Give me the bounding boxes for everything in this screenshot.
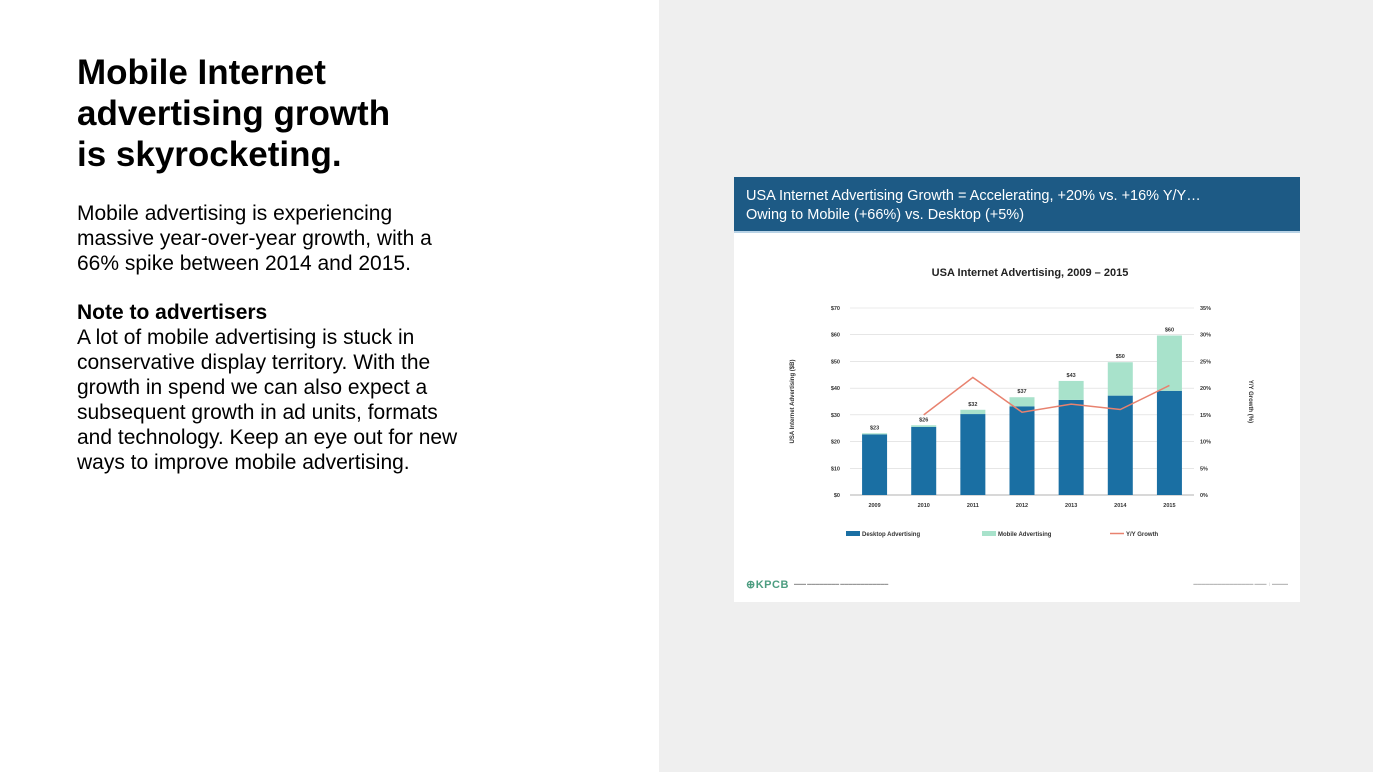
bar-total-label: $32 xyxy=(968,402,977,408)
x-tick-label: 2009 xyxy=(868,503,880,509)
header-rule xyxy=(734,231,1300,233)
intro-paragraph: Mobile advertising is experiencing massi… xyxy=(77,201,547,276)
y-tick-label: $40 xyxy=(831,386,840,392)
x-tick-label: 2015 xyxy=(1163,503,1175,509)
y2-tick-label: 5% xyxy=(1200,466,1208,472)
page-title: Mobile Internet advertising growth is sk… xyxy=(77,52,557,175)
bar-desktop xyxy=(960,414,986,495)
y-axis-label: USA Internet Advertising ($B) xyxy=(790,360,796,444)
intro-line: Mobile advertising is experiencing xyxy=(77,202,393,225)
x-tick-label: 2010 xyxy=(918,503,930,509)
bar-mobile xyxy=(911,425,937,427)
y2-axis-label: Y/Y Growth (%) xyxy=(1247,380,1253,423)
note-line: and technology. Keep an eye out for new xyxy=(77,426,458,449)
note-line: A lot of mobile advertising is stuck in xyxy=(77,326,415,349)
y2-tick-label: 30% xyxy=(1200,333,1211,339)
bar-total-label: $23 xyxy=(870,425,879,431)
x-tick-label: 2011 xyxy=(967,503,979,509)
note-line: ways to improve mobile advertising. xyxy=(77,451,410,474)
bar-total-label: $37 xyxy=(1017,389,1026,395)
source-note: ▬▬▬ ▬▬▬▬▬▬▬▬ ▬▬▬▬▬▬▬▬▬▬▬▬ xyxy=(794,581,889,586)
intro-line: massive year-over-year growth, with a xyxy=(77,227,432,250)
bar-desktop xyxy=(1107,395,1133,495)
bar-total-label: $50 xyxy=(1116,354,1125,360)
advertiser-note: Note to advertisers A lot of mobile adve… xyxy=(77,300,547,475)
bar-desktop xyxy=(1156,390,1182,495)
text-panel: Mobile Internet advertising growth is sk… xyxy=(0,0,659,772)
bar-desktop xyxy=(911,426,937,495)
note-line: subsequent growth in ad units, formats xyxy=(77,401,438,424)
note-line: growth in spend we can also expect a xyxy=(77,376,428,399)
note-heading: Note to advertisers xyxy=(77,301,268,324)
bar-mobile xyxy=(1058,380,1084,400)
legend-label: Mobile Advertising xyxy=(998,532,1052,538)
y-tick-label: $10 xyxy=(831,466,840,472)
intro-line: 66% spike between 2014 and 2015. xyxy=(77,252,411,275)
note-line: conservative display territory. With the xyxy=(77,351,431,374)
bar-mobile xyxy=(1156,335,1182,391)
y2-tick-label: 20% xyxy=(1200,386,1211,392)
y2-tick-label: 10% xyxy=(1200,440,1211,446)
bar-mobile xyxy=(1107,362,1133,396)
x-tick-label: 2012 xyxy=(1016,503,1028,509)
legend-label: Y/Y Growth xyxy=(1126,532,1159,538)
y-tick-label: $30 xyxy=(831,413,840,419)
y-tick-label: $20 xyxy=(831,440,840,446)
bar-mobile xyxy=(1009,397,1035,407)
bar-mobile xyxy=(862,433,888,435)
legend-swatch xyxy=(846,531,860,536)
bar-total-label: $26 xyxy=(919,417,928,423)
y-tick-label: $0 xyxy=(834,493,840,499)
y-tick-label: $50 xyxy=(831,359,840,365)
title-line: advertising growth xyxy=(77,94,391,133)
y2-tick-label: 0% xyxy=(1200,493,1208,499)
kpcb-logo: ⊕KPCB xyxy=(746,579,789,591)
embedded-slide: USA Internet Advertising Growth = Accele… xyxy=(734,177,1300,602)
slide-header: USA Internet Advertising Growth = Accele… xyxy=(734,177,1300,233)
legend-label: Desktop Advertising xyxy=(862,532,920,538)
growth-line xyxy=(923,376,1170,416)
bar-mobile xyxy=(960,409,986,415)
advertising-chart: USA Internet Advertising, 2009 – 2015 $0 $… xyxy=(790,267,1253,538)
y2-tick-label: 15% xyxy=(1200,413,1211,419)
y2-tick-label: 35% xyxy=(1200,306,1211,312)
bar-total-label: $60 xyxy=(1165,328,1174,334)
slide-header-line: Owing to Mobile (+66%) vs. Desktop (+5%) xyxy=(746,207,1025,223)
bar-desktop xyxy=(1058,399,1084,495)
x-tick-label: 2013 xyxy=(1065,503,1077,509)
chart-title: USA Internet Advertising, 2009 – 2015 xyxy=(932,267,1129,279)
title-line: is skyrocketing. xyxy=(77,135,342,174)
legend-swatch xyxy=(982,531,996,536)
x-tick-label: 2014 xyxy=(1114,503,1127,509)
bar-desktop xyxy=(862,434,888,495)
bar-total-label: $43 xyxy=(1067,373,1076,379)
slide-header-line: USA Internet Advertising Growth = Accele… xyxy=(746,188,1201,204)
y2-tick-label: 25% xyxy=(1200,359,1211,365)
title-line: Mobile Internet xyxy=(77,53,326,92)
page-footer: ▬▬▬▬▬▬▬▬▬▬▬▬▬▬▬ ▬▬▬ | ▬▬▬▬ xyxy=(1193,581,1288,586)
y-tick-label: $60 xyxy=(831,333,840,339)
bar-desktop xyxy=(1009,406,1035,495)
y-tick-label: $70 xyxy=(831,306,840,312)
